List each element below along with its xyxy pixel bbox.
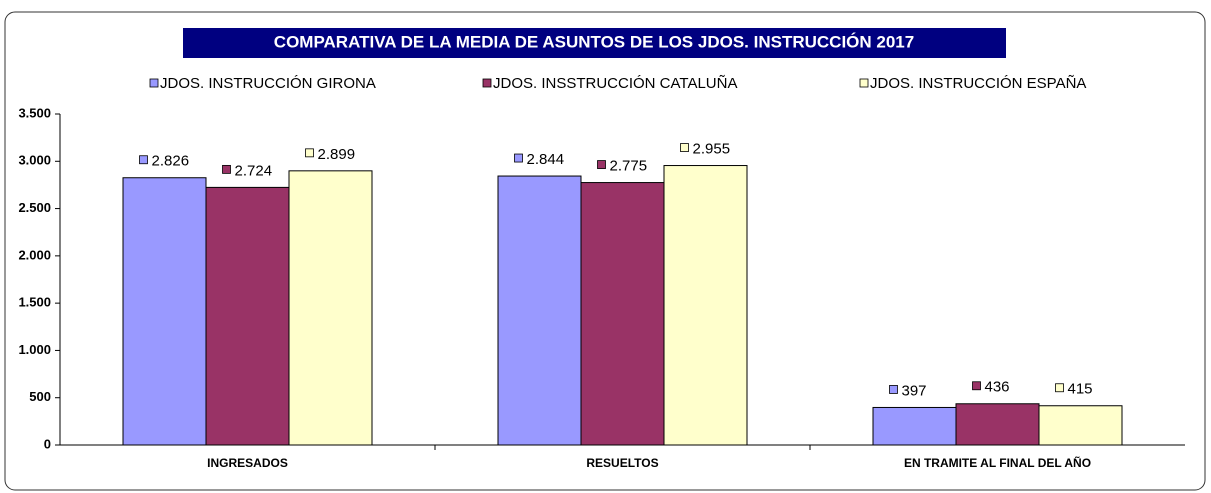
bar — [872, 406, 957, 446]
bar — [663, 165, 748, 446]
label-swatch — [305, 148, 314, 158]
legend-swatch — [149, 78, 159, 88]
y-tick-label: 1.000 — [18, 342, 51, 357]
legend-label: JDOS. INSTRUCCIÓN ESPAÑA — [870, 75, 1086, 92]
label-swatch — [889, 385, 898, 394]
x-tick-label: RESUELTOS — [586, 456, 658, 470]
label-swatch — [680, 143, 689, 152]
legend-label: JDOS. INSSTRUCCIÓN CATALUÑA — [493, 75, 737, 92]
y-tick-label: 3.500 — [18, 105, 51, 120]
title-box — [183, 28, 1006, 58]
x-tick-label: EN TRAMITE AL FINAL DEL AÑO — [904, 455, 1091, 470]
legend-label: JDOS. INSTRUCCIÓN GIRONA — [160, 75, 376, 92]
data-label: 2.724 — [235, 162, 273, 179]
label-swatch — [972, 381, 981, 391]
bar — [1038, 405, 1123, 446]
y-tick-label: 2.000 — [18, 247, 51, 262]
label-swatch — [597, 160, 606, 169]
data-label: 2.899 — [318, 146, 356, 163]
bar — [122, 177, 207, 446]
bar — [205, 186, 290, 446]
data-label: 436 — [985, 379, 1010, 396]
y-tick-label: 2.500 — [18, 200, 51, 215]
y-tick-label: 1.500 — [18, 295, 51, 310]
x-tick-label: INGRESADOS — [207, 456, 288, 470]
y-tick-label: 500 — [29, 389, 51, 404]
y-tick-label: 3.000 — [18, 153, 51, 168]
chart-title: COMPARATIVA DE LA MEDIA DE ASUNTOS DE LO… — [274, 32, 914, 51]
data-label: 2.955 — [693, 141, 731, 158]
data-label: 2.775 — [610, 158, 648, 175]
bar — [497, 175, 582, 446]
legend-swatch — [482, 78, 492, 88]
label-swatch — [222, 164, 231, 174]
label-swatch — [514, 153, 523, 163]
bar — [955, 403, 1040, 446]
data-label: 397 — [902, 382, 927, 399]
bar — [288, 170, 373, 446]
data-label: 2.844 — [527, 151, 565, 168]
data-label: 2.826 — [152, 153, 190, 170]
y-tick-label: 0 — [44, 436, 51, 451]
bar — [580, 182, 665, 446]
label-swatch — [1055, 383, 1064, 393]
label-swatch — [139, 155, 148, 165]
legend-swatch — [859, 78, 869, 88]
data-label: 415 — [1068, 381, 1093, 398]
